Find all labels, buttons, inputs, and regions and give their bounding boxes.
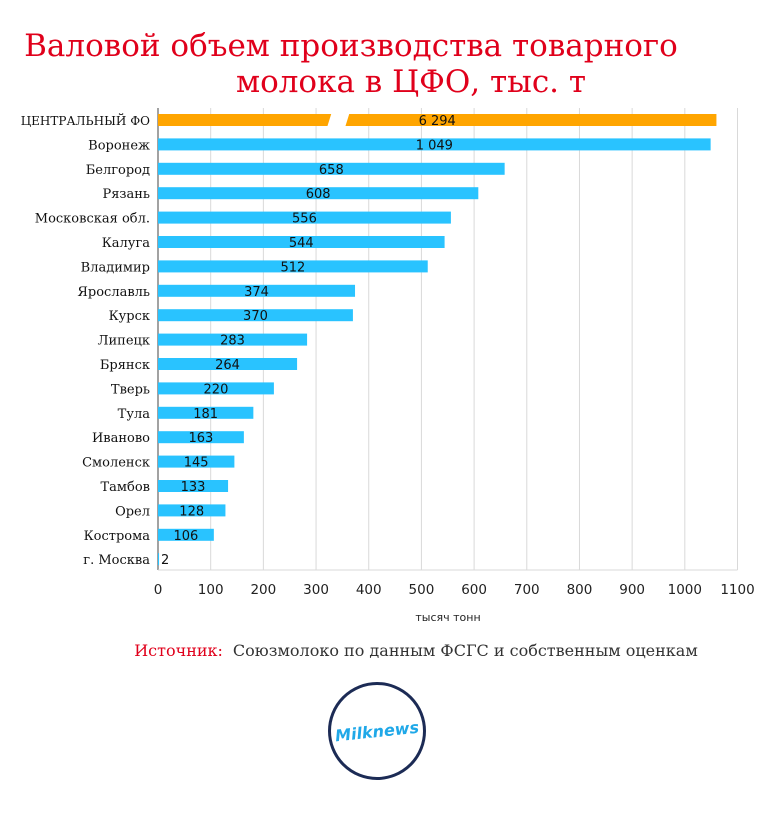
x-tick-label: 0: [154, 582, 163, 598]
bar: [158, 480, 229, 492]
x-tick-label: 600: [461, 582, 487, 598]
x-tick-label: 400: [356, 582, 382, 598]
category-label: Иваново: [92, 431, 150, 446]
category-label: Орел: [115, 504, 150, 519]
axis-break-gap: [326, 112, 350, 128]
bar: [158, 406, 254, 419]
chart-title: Валовой объем производства товарного мол…: [0, 28, 762, 100]
data-label: 128: [179, 504, 204, 519]
category-label: г. Москва: [83, 553, 150, 568]
bar-chart: 0 100 200 300 400 500 600 700 800 900 1000 1100 тыся…: [21, 108, 755, 624]
data-label: 6 294: [419, 114, 456, 129]
chart-title-line-1: Валовой объем производства товарного: [24, 28, 678, 64]
x-tick-label: 500: [409, 582, 435, 598]
x-tick-label: 800: [567, 582, 593, 598]
category-label: Московская обл.: [35, 212, 150, 227]
bar: [158, 309, 353, 322]
bar: [158, 455, 235, 468]
bar: [158, 504, 226, 517]
source-text: Союзмолоко по данным ФСГС и собственным …: [232, 641, 698, 660]
bar: [158, 528, 214, 541]
data-label: 220: [204, 382, 229, 397]
category-label: Калуга: [102, 236, 151, 251]
x-tick-label: 700: [514, 582, 540, 598]
x-tick-label: 200: [250, 582, 276, 598]
bar: [158, 382, 274, 395]
category-label: Брянск: [100, 358, 150, 373]
category-label: Владимир: [81, 260, 150, 275]
bar: [158, 211, 451, 224]
logo-text: Milknews: [334, 717, 420, 745]
bar: [158, 114, 717, 126]
bar: [158, 358, 298, 370]
data-label: 374: [244, 285, 269, 300]
category-label: Тверь: [111, 382, 150, 397]
data-label: 163: [189, 431, 214, 446]
data-label: 106: [174, 529, 199, 544]
category-label: ЦЕНТРАЛЬНЫЙ ФО: [21, 112, 150, 128]
data-label: 658: [319, 163, 344, 178]
category-label: Ярославль: [77, 285, 150, 300]
x-tick-label: 1100: [720, 582, 754, 598]
bar: [158, 236, 445, 248]
data-label: 1 049: [416, 138, 453, 153]
data-label: 283: [220, 334, 245, 349]
bar: [158, 333, 308, 346]
category-label: Липецк: [98, 334, 150, 349]
x-tick-label: 100: [198, 582, 224, 598]
bar: [158, 553, 160, 566]
bar: [158, 284, 356, 297]
data-label: 544: [289, 236, 314, 251]
data-label: 2: [161, 553, 169, 568]
source-label: Источник:: [134, 641, 223, 660]
data-label: 181: [193, 407, 218, 422]
milknews-logo: Milknews: [328, 682, 426, 780]
data-label: 145: [184, 456, 209, 471]
category-label: Белгород: [86, 163, 150, 178]
category-label: Тамбов: [100, 480, 150, 495]
category-label: Кострома: [84, 529, 151, 544]
x-tick-label: 900: [619, 582, 645, 598]
data-label: 264: [215, 358, 240, 373]
bar: [158, 260, 428, 273]
bar: [158, 162, 505, 175]
chart-title-line-2: молока в ЦФО, тыс. т: [235, 64, 587, 100]
data-label: 512: [280, 260, 305, 275]
x-tick-label: 300: [303, 582, 329, 598]
category-label: Рязань: [102, 187, 150, 202]
category-label: Воронеж: [88, 138, 150, 153]
category-label: Смоленск: [82, 456, 150, 471]
data-label: 133: [181, 480, 206, 495]
data-label: 370: [243, 309, 268, 324]
x-axis-title: тысяч тонн: [415, 611, 480, 624]
bar: [158, 431, 244, 444]
data-label: 608: [306, 187, 331, 202]
source-note: Источник: Союзмолоко по данным ФСГС и соб…: [0, 641, 762, 660]
category-label: Курск: [109, 309, 150, 324]
x-tick-label: 1000: [668, 582, 702, 598]
data-label: 556: [292, 212, 317, 227]
bar: [158, 138, 711, 151]
bar: [158, 187, 479, 200]
category-label: Тула: [118, 407, 151, 422]
